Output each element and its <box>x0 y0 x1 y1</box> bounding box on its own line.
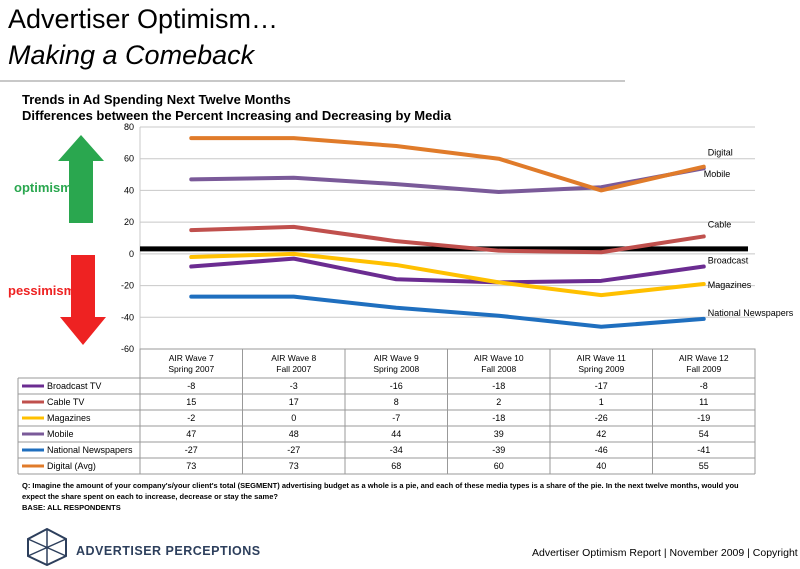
series-line <box>189 251 706 298</box>
table-cell-value: 39 <box>494 429 504 439</box>
table-cell-value: -18 <box>492 413 505 423</box>
series-line <box>189 294 706 329</box>
y-tick-label: 20 <box>124 217 134 227</box>
table-cell-value: 48 <box>289 429 299 439</box>
table-cell-value: 73 <box>186 461 196 471</box>
table-cell-value: -2 <box>187 413 195 423</box>
series-line <box>189 224 706 255</box>
optimism-label: optimism <box>14 180 72 195</box>
series-line <box>189 166 706 195</box>
series-end-label: Cable <box>708 219 732 229</box>
y-tick-label: 40 <box>124 185 134 195</box>
category-label: Spring 2007 <box>168 364 214 374</box>
category-label: AIR Wave 7 <box>169 353 214 363</box>
y-tick-label: -40 <box>121 312 134 322</box>
table-row-label: Magazines <box>47 413 91 423</box>
line-chart: 806040200-20-40-60BroadcastCableMagazine… <box>17 122 794 475</box>
table-cell-value: 1 <box>599 397 604 407</box>
category-label: Spring 2008 <box>373 364 419 374</box>
table-row-label: Digital (Avg) <box>47 461 96 471</box>
table-cell-value: 68 <box>391 461 401 471</box>
series-end-label: National Newspapers <box>708 308 794 318</box>
table-row-label: Broadcast TV <box>47 381 101 391</box>
pessimism-arrow-icon <box>60 255 106 345</box>
y-tick-label: 60 <box>124 154 134 164</box>
table-cell-value: 40 <box>596 461 606 471</box>
chart-title: Trends in Ad Spending Next Twelve Months <box>22 92 291 107</box>
table-cell-value: 8 <box>394 397 399 407</box>
table-cell-value: 60 <box>494 461 504 471</box>
category-label: Fall 2007 <box>276 364 311 374</box>
y-tick-label: 0 <box>129 249 134 259</box>
category-label: Spring 2009 <box>578 364 624 374</box>
series-line <box>189 256 706 285</box>
series-end-label: Broadcast <box>708 256 749 266</box>
category-label: AIR Wave 10 <box>474 353 524 363</box>
table-cell-value: -8 <box>700 381 708 391</box>
y-tick-label: -20 <box>121 281 134 291</box>
series-end-label: Magazines <box>708 280 752 290</box>
table-cell-value: 42 <box>596 429 606 439</box>
category-label: AIR Wave 8 <box>271 353 316 363</box>
category-label: Fall 2008 <box>481 364 516 374</box>
table-cell-value: 47 <box>186 429 196 439</box>
table-cell-value: -27 <box>185 445 198 455</box>
question-footnote: Q: Imagine the amount of your company's/… <box>22 480 762 513</box>
table-cell-value: 0 <box>291 413 296 423</box>
category-label: AIR Wave 12 <box>679 353 729 363</box>
table-cell-value: -27 <box>287 445 300 455</box>
series-line <box>189 136 706 193</box>
y-tick-label: -60 <box>121 344 134 354</box>
table-cell-value: -41 <box>697 445 710 455</box>
brand-name: ADVERTISER PERCEPTIONS <box>76 544 261 558</box>
table-cell-value: 2 <box>496 397 501 407</box>
table-cell-value: 17 <box>289 397 299 407</box>
table-cell-value: -39 <box>492 445 505 455</box>
table-cell-value: 54 <box>699 429 709 439</box>
table-cell-value: 73 <box>289 461 299 471</box>
table-cell-value: -19 <box>697 413 710 423</box>
table-cell-value: -46 <box>595 445 608 455</box>
table-cell-value: 55 <box>699 461 709 471</box>
question-text: Q: Imagine the amount of your company's/… <box>22 481 739 501</box>
optimism-arrow-icon <box>58 135 104 223</box>
table-row-label: Cable TV <box>47 397 84 407</box>
table-cell-value: -18 <box>492 381 505 391</box>
category-label: Fall 2009 <box>686 364 721 374</box>
page-title: Advertiser Optimism… <box>8 4 279 34</box>
pessimism-label: pessimism <box>8 283 76 298</box>
table-cell-value: -17 <box>595 381 608 391</box>
table-cell-value: -3 <box>290 381 298 391</box>
table-row-label: Mobile <box>47 429 74 439</box>
table-cell-value: -7 <box>392 413 400 423</box>
page-subtitle: Making a Comeback <box>8 40 255 70</box>
table-cell-value: 44 <box>391 429 401 439</box>
table-cell-value: -26 <box>595 413 608 423</box>
table-row-label: National Newspapers <box>47 445 133 455</box>
advertiser-perceptions-logo-icon <box>27 528 67 566</box>
title-divider <box>0 80 625 82</box>
chart-subtitle: Differences between the Percent Increasi… <box>22 108 452 123</box>
series-end-label: Mobile <box>704 169 731 179</box>
category-label: AIR Wave 11 <box>577 353 626 363</box>
table-cell-value: -16 <box>390 381 403 391</box>
table-cell-value: 11 <box>699 397 708 407</box>
y-tick-label: 80 <box>124 122 134 132</box>
base-text: BASE: ALL RESPONDENTS <box>22 503 121 512</box>
table-cell-value: 15 <box>186 397 196 407</box>
table-cell-value: -8 <box>187 381 195 391</box>
series-end-label: Digital <box>708 148 733 158</box>
category-label: AIR Wave 9 <box>374 353 419 363</box>
table-cell-value: -34 <box>390 445 403 455</box>
report-credit: Advertiser Optimism Report | November 20… <box>532 547 800 559</box>
